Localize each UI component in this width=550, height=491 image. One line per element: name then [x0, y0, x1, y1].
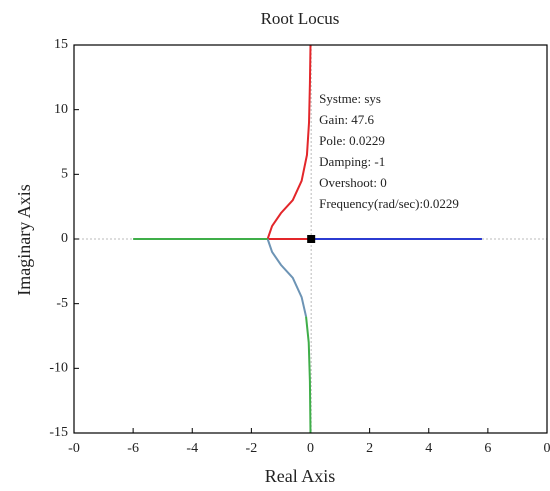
datatip-marker	[307, 235, 316, 243]
x-tick-label: -0	[68, 441, 80, 456]
x-tick-label: 2	[366, 441, 373, 456]
locus-branch	[266, 44, 312, 240]
datatip-text: Systme: sys	[319, 91, 381, 106]
datatip-text: Pole: 0.0229	[319, 133, 385, 148]
x-tick-label: 4	[425, 441, 432, 456]
datatip-text: Overshoot: 0	[319, 175, 387, 190]
y-tick-label: 0	[61, 231, 68, 246]
y-tick-label: 5	[61, 167, 68, 182]
locus-branch	[266, 238, 308, 317]
x-tick-label: -2	[246, 441, 258, 456]
datatip-text: Damping: -1	[319, 154, 385, 169]
y-tick-label: -10	[49, 361, 68, 376]
y-tick-label: -15	[49, 425, 68, 440]
datatip-text: Gain: 47.6	[319, 112, 374, 127]
x-tick-label: 6	[484, 441, 491, 456]
y-tick-label: -5	[56, 296, 68, 311]
datatip-text: Frequency(rad/sec):0.0229	[319, 196, 459, 211]
x-tick-label: -6	[127, 441, 139, 456]
plot-border	[73, 44, 548, 434]
x-tick-label: 0	[544, 441, 550, 456]
locus-branch	[305, 316, 312, 434]
x-tick-label: -4	[186, 441, 198, 456]
x-axis-label: Real Axis	[265, 466, 336, 486]
y-tick-label: 10	[54, 102, 68, 117]
x-tick-label: 0	[307, 441, 314, 456]
chart-title: Root Locus	[261, 9, 340, 28]
y-tick-label: 15	[54, 37, 68, 52]
y-axis-label: Imaginary Axis	[14, 184, 34, 295]
